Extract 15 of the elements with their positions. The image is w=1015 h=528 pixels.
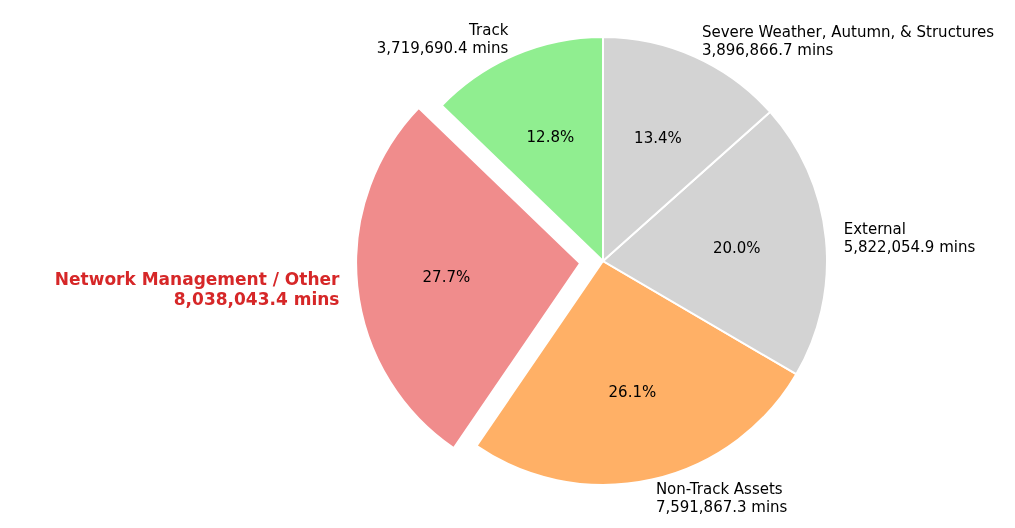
text: 20.0% bbox=[712, 238, 761, 257]
text: 27.7% bbox=[422, 268, 471, 287]
text: 12.8% bbox=[526, 128, 575, 147]
data-label: 3,896,866.7 mins bbox=[701, 41, 834, 60]
data-label: 3,719,690.4 mins bbox=[376, 39, 509, 58]
slice-label: Severe Weather, Autumn, & Structures bbox=[701, 23, 995, 42]
slice-label: Network Management / Other bbox=[54, 268, 341, 289]
data-label: 7,591,867.3 mins bbox=[655, 498, 788, 517]
slice-label: External bbox=[843, 220, 906, 239]
text: 26.1% bbox=[608, 383, 657, 402]
data-label: 8,038,043.4 mins bbox=[173, 288, 340, 309]
text: 13.4% bbox=[634, 129, 682, 148]
data-label: 5,822,054.9 mins bbox=[843, 238, 976, 257]
slice-label: Track bbox=[468, 21, 509, 40]
slice-label: Non-Track Assets bbox=[655, 480, 783, 499]
